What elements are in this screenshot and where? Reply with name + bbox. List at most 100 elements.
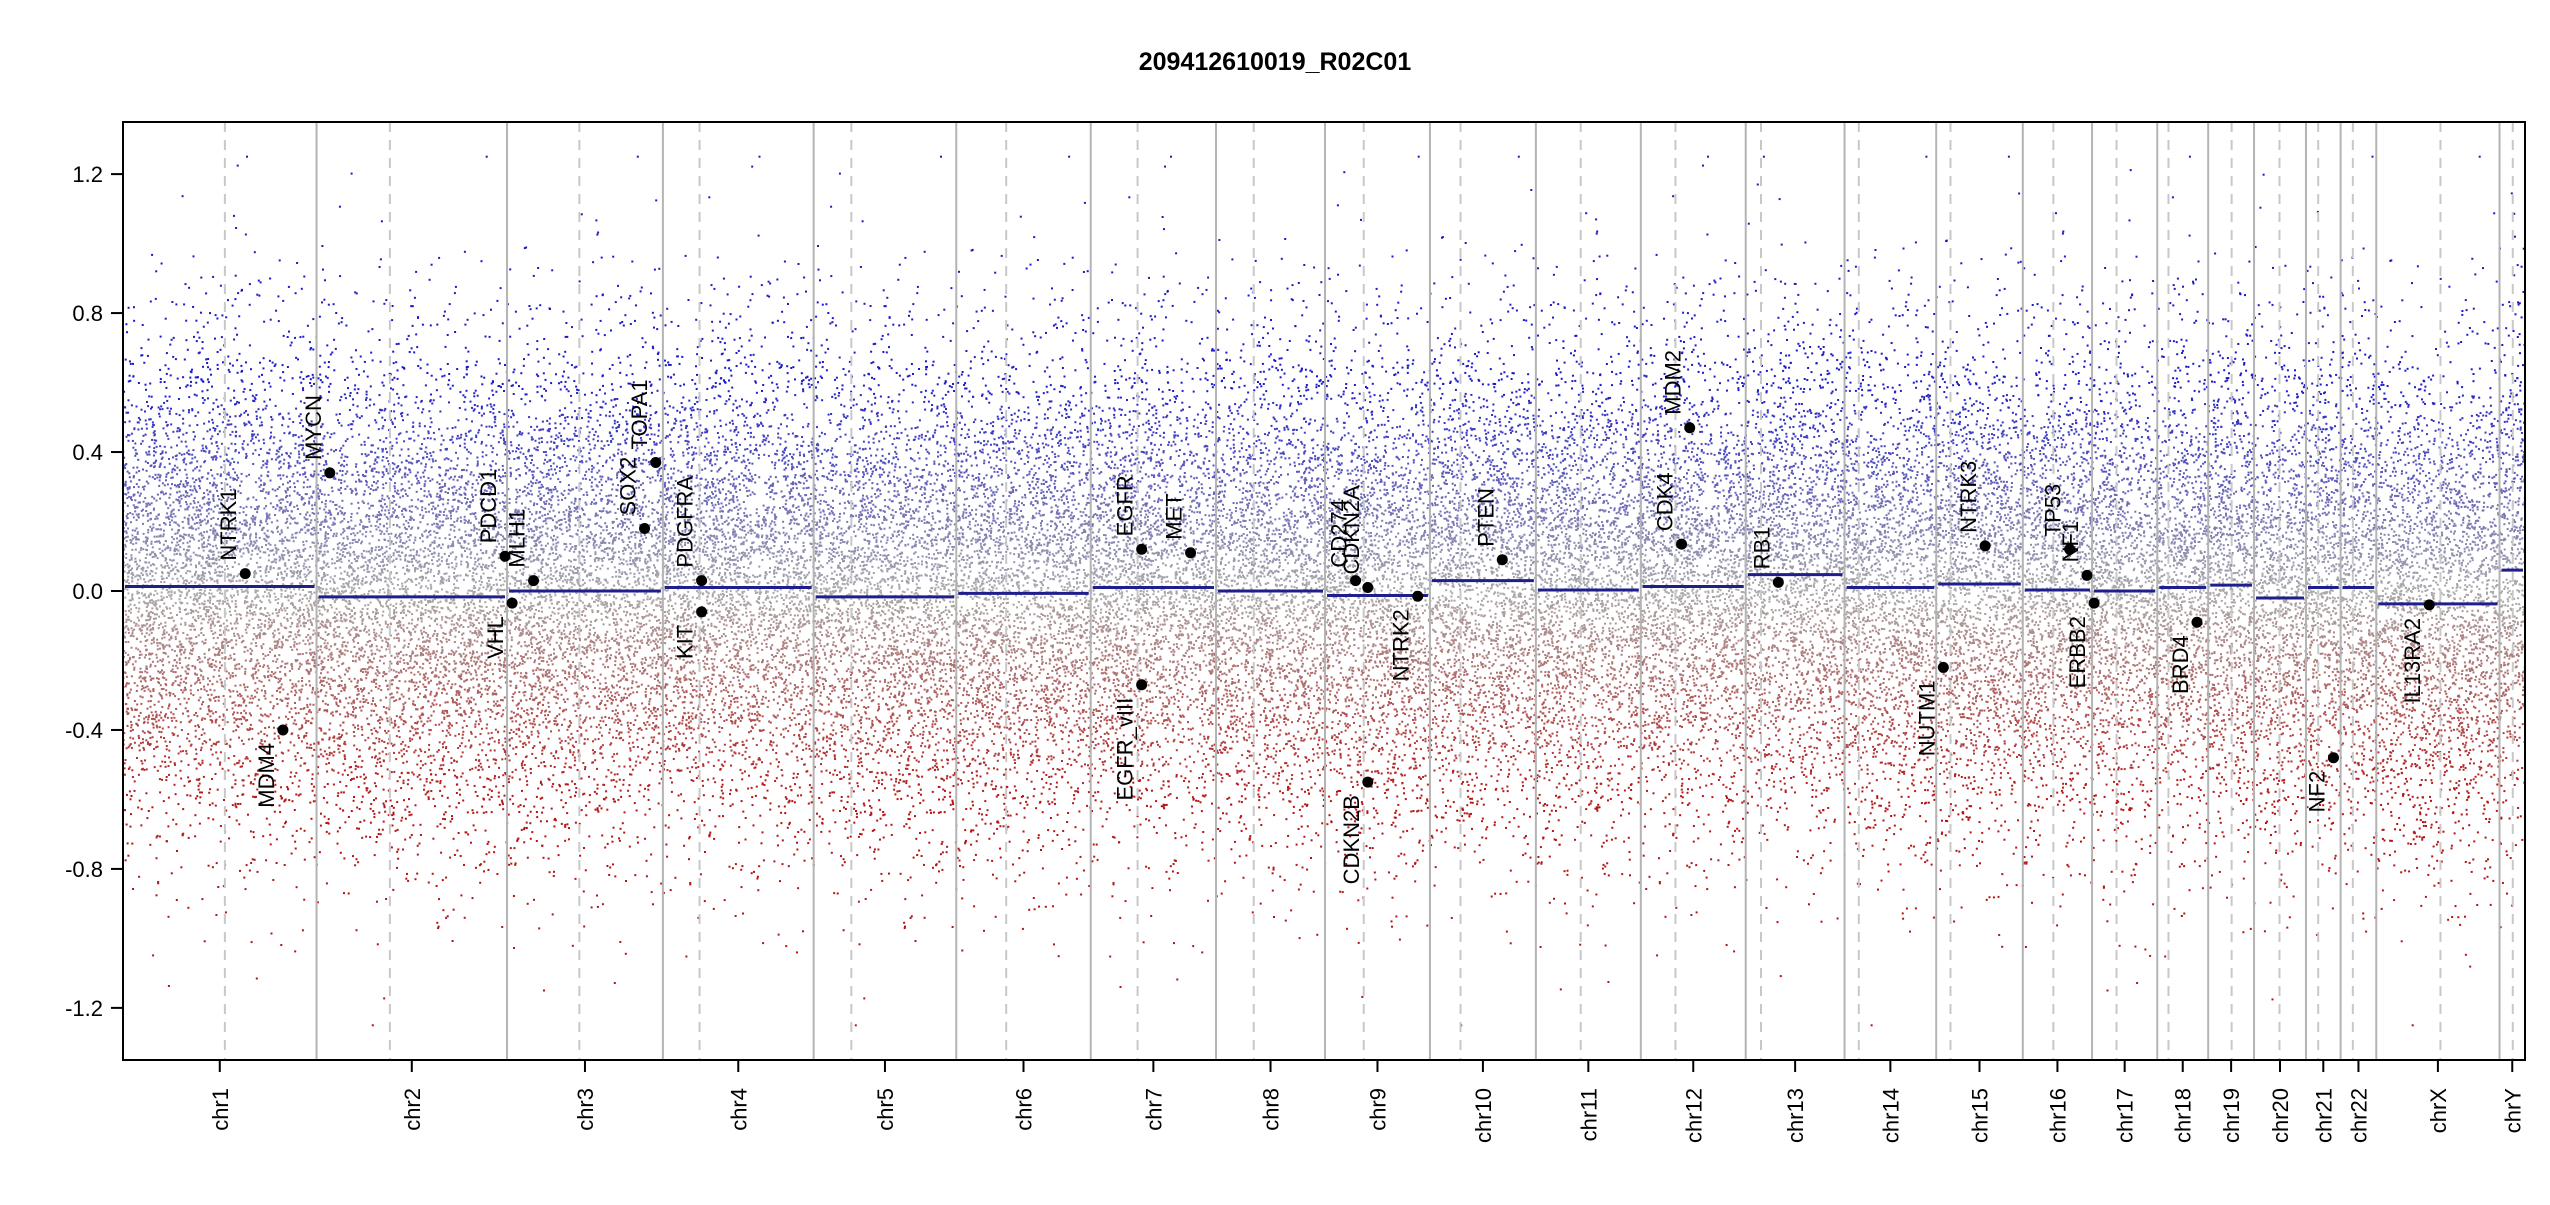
probe-point [279,540,281,542]
probe-point [164,466,166,468]
probe-point [306,598,308,600]
probe-point [189,489,191,491]
probe-point [145,510,147,512]
probe-point [245,705,247,707]
probe-point [203,537,205,539]
probe-point [161,578,163,580]
probe-point [143,749,145,751]
probe-point [206,609,208,611]
probe-point [140,443,142,445]
probe-point [305,594,307,596]
probe-point [261,467,263,469]
probe-point [172,477,174,479]
probe-point [160,405,162,407]
probe-point [238,668,240,670]
probe-point [212,620,214,622]
probe-point [176,633,178,635]
probe-point [235,603,237,605]
probe-point [173,468,175,470]
probe-point [309,515,311,517]
probe-point [230,423,232,425]
probe-point [307,569,309,571]
probe-point [280,666,282,668]
probe-point [264,626,266,628]
probe-point [162,644,164,646]
probe-point [176,578,178,580]
probe-point [162,658,164,660]
probe-point [233,390,235,392]
probe-point [138,719,140,721]
probe-point [213,500,215,502]
probe-point [312,377,314,379]
probe-point [254,251,256,253]
probe-point [238,760,240,762]
probe-point [181,602,183,604]
probe-point [280,944,282,946]
probe-point [165,689,167,691]
probe-point [290,591,292,593]
probe-point [233,339,235,341]
probe-point [286,613,288,615]
probe-point [178,398,180,400]
probe-point [290,503,292,505]
probe-point [314,662,316,664]
probe-point [170,423,172,425]
probe-point [287,702,289,704]
probe-point [172,568,174,570]
probe-point [301,689,303,691]
probe-point [221,575,223,577]
probe-point [257,590,259,592]
probe-point [196,601,198,603]
probe-point [216,451,218,453]
probe-point [175,774,177,776]
probe-point [155,618,157,620]
probe-point [156,677,158,679]
probe-point [240,365,242,367]
probe-point [202,762,204,764]
probe-point [216,681,218,683]
probe-point [165,452,167,454]
probe-point [193,714,195,716]
probe-point [261,739,263,741]
probe-point [192,507,194,509]
probe-point [267,654,269,656]
probe-point [221,404,223,406]
probe-point [278,611,280,613]
probe-point [256,978,258,980]
probe-point [303,550,305,552]
probe-point [145,677,147,679]
probe-point [209,715,211,717]
probe-point [202,535,204,537]
probe-point [229,434,231,436]
probe-point [185,283,187,285]
probe-point [204,603,206,605]
probe-point [283,463,285,465]
probe-point [140,578,142,580]
probe-point [220,456,222,458]
probe-point [276,520,278,522]
probe-point [271,624,273,626]
probe-point [155,270,157,272]
probe-point [283,617,285,619]
probe-point [163,737,165,739]
probe-point [161,761,163,763]
probe-point [157,528,159,530]
probe-point [244,524,246,526]
probe-point [190,580,192,582]
probe-point [134,530,136,532]
probe-point [278,638,280,640]
probe-point [310,595,312,597]
probe-point [136,591,138,593]
probe-point [310,744,312,746]
probe-point [124,809,126,811]
probe-point [200,513,202,515]
probe-point [200,277,202,279]
probe-point [212,459,214,461]
probe-point [274,645,276,647]
probe-point [187,542,189,544]
probe-point [235,600,237,602]
probe-point [180,760,182,762]
probe-point [219,625,221,627]
probe-point [207,543,209,545]
probe-point [185,534,187,536]
